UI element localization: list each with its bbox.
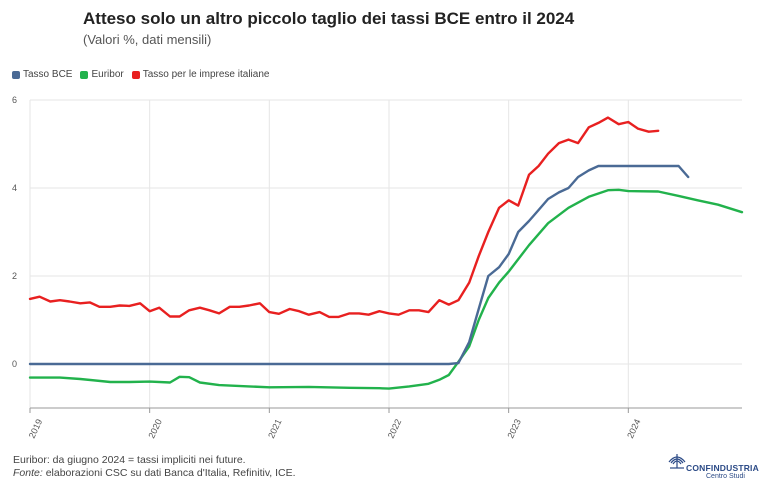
chart-subtitle: (Valori %, dati mensili)	[83, 32, 212, 47]
legend-swatch-imprese	[131, 70, 140, 79]
legend-item-imprese: Tasso per le imprese italiane	[131, 69, 270, 80]
series-line-tasso-bce	[28, 164, 690, 366]
chart-plot: 0 2 4 6 2019 2020 2021 2022 2023 2024	[12, 95, 744, 440]
x-tick-label-2022: 2022	[386, 417, 404, 439]
legend: Tasso BCE Euribor Tasso per le imprese i…	[12, 69, 269, 80]
x-tick-label-2024: 2024	[625, 417, 643, 439]
y-tick-label-4: 4	[12, 183, 17, 193]
footnote-line-2: Fonte: elaborazioni CSC su dati Banca d'…	[13, 467, 296, 480]
legend-label-bce: Tasso BCE	[23, 69, 73, 80]
legend-swatch-euribor	[80, 70, 89, 79]
legend-label-euribor: Euribor	[91, 69, 124, 80]
y-tick-label-2: 2	[12, 271, 17, 281]
footnote-source-text: elaborazioni CSC su dati Banca d'Italia,…	[42, 467, 296, 479]
y-tick-label-0: 0	[12, 359, 17, 369]
series-line-euribor	[28, 188, 744, 390]
footnote-source-label: Fonte:	[13, 467, 43, 479]
legend-item-euribor: Euribor	[80, 69, 124, 80]
x-tick-label-2023: 2023	[505, 417, 523, 439]
y-tick-label-6: 6	[12, 95, 17, 105]
confindustria-logo: CONFINDUSTRIA Centro Studi	[666, 450, 759, 490]
logo-subtitle: Centro Studi	[706, 473, 745, 480]
series-line-tasso-imprese	[28, 116, 660, 319]
legend-label-imprese: Tasso per le imprese italiane	[142, 69, 270, 80]
legend-swatch-bce	[12, 70, 20, 79]
footnote: Euribor: da giugno 2024 = tassi implicit…	[13, 454, 296, 480]
legend-item-bce: Tasso BCE	[12, 69, 72, 80]
logo-name: CONFINDUSTRIA	[686, 463, 759, 473]
x-tick-label-2020: 2020	[146, 417, 164, 439]
footnote-line-1: Euribor: da giugno 2024 = tassi implicit…	[13, 454, 246, 466]
x-tick-label-2019: 2019	[27, 417, 45, 439]
logo-mark-icon	[668, 454, 686, 469]
chart-title: Atteso solo un altro piccolo taglio dei …	[83, 9, 575, 28]
x-tick-label-2021: 2021	[266, 417, 284, 439]
